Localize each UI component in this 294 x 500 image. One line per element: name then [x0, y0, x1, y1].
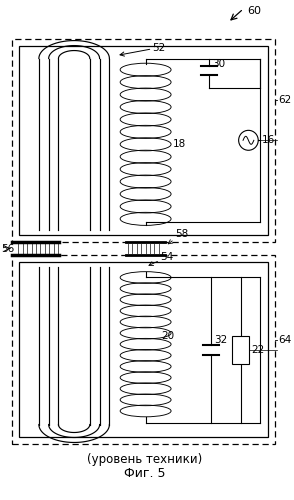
Bar: [19, 46, 268, 235]
Text: (уровень техники): (уровень техники): [87, 453, 202, 466]
Text: 58: 58: [168, 229, 188, 244]
Text: 16: 16: [262, 136, 275, 145]
Text: 20: 20: [161, 332, 174, 342]
Text: 54: 54: [149, 252, 173, 266]
Text: 64: 64: [278, 335, 291, 345]
Bar: [232, 336, 249, 363]
Text: 56: 56: [1, 244, 14, 254]
Text: 52: 52: [120, 42, 166, 56]
Bar: [12, 38, 275, 242]
Bar: [12, 255, 275, 444]
Text: 60: 60: [248, 6, 261, 16]
Text: 22: 22: [251, 344, 265, 354]
Text: 30: 30: [212, 58, 225, 68]
Text: 62: 62: [278, 96, 291, 106]
Text: 32: 32: [214, 334, 228, 344]
Text: 18: 18: [173, 140, 186, 149]
Bar: [19, 262, 268, 438]
Text: Фиг. 5: Фиг. 5: [124, 467, 166, 480]
